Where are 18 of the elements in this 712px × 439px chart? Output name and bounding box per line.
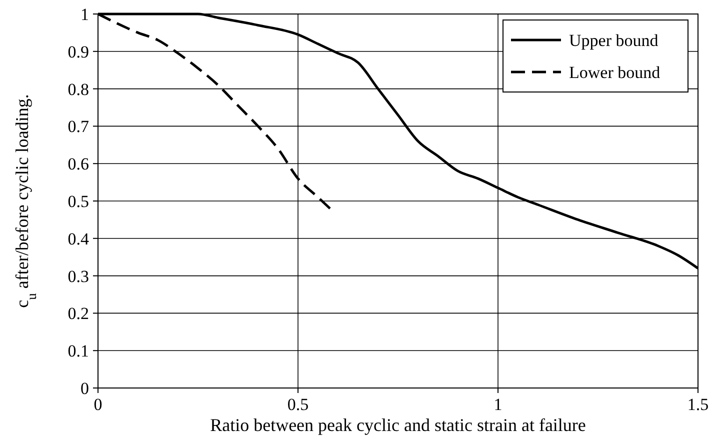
y-tick-label: 1 (80, 4, 89, 24)
y-tick-label: 0.9 (68, 42, 89, 62)
x-tick-label: 0.5 (287, 395, 309, 414)
legend-label: Lower bound (569, 62, 661, 82)
x-tick-label: 1 (494, 395, 502, 414)
y-tick-label: 0.1 (68, 342, 89, 361)
y-tick-label: 0.6 (68, 154, 89, 174)
y-tick-label: 0.5 (68, 192, 89, 211)
y-tick-label: 0.8 (68, 80, 89, 99)
legend-label: Upper bound (569, 30, 659, 50)
x-tick-label: 0 (94, 395, 102, 414)
y-tick-label: 0.4 (68, 229, 90, 248)
y-tick-label: 0.3 (68, 266, 89, 286)
y-tick-label: 0.2 (68, 304, 89, 324)
y-tick-label: 0.7 (68, 117, 90, 136)
x-axis-title: Ratio between peak cyclic and static strain at failure (210, 415, 586, 435)
x-tick-label: 1.5 (687, 395, 709, 414)
y-tick-label: 0 (80, 378, 89, 398)
